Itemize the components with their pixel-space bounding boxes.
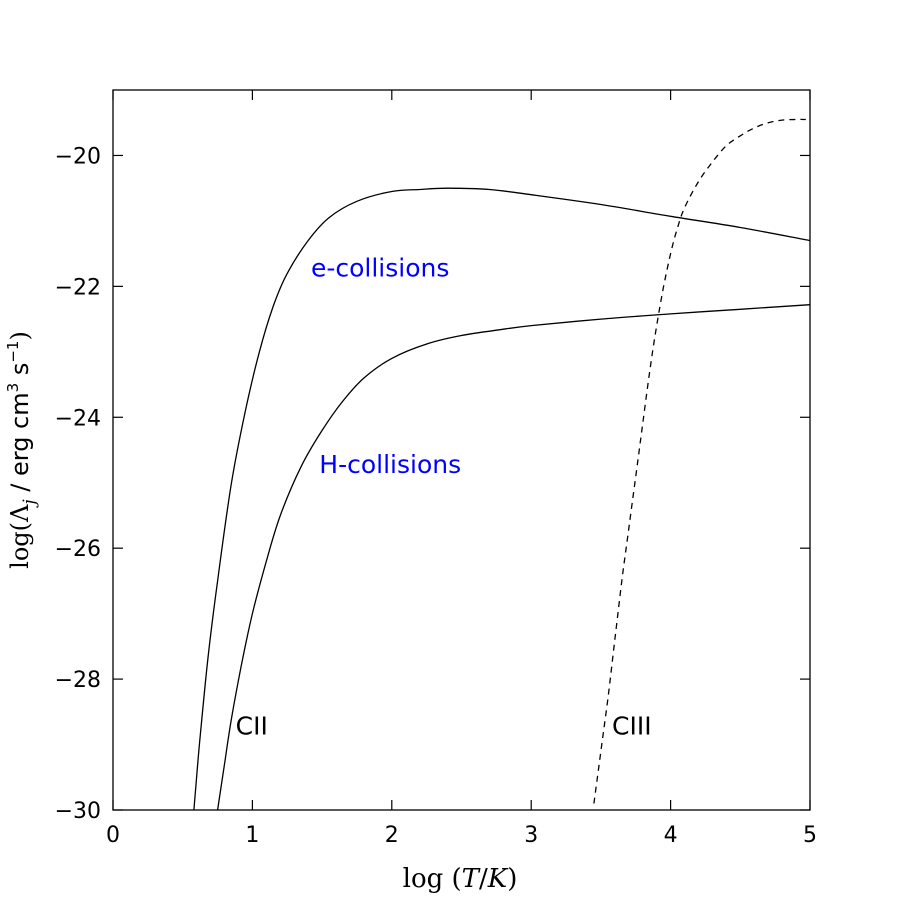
annotation-ciii: CIII (612, 712, 652, 741)
y-tick-label: −20 (55, 144, 101, 169)
y-tick-label: −28 (55, 668, 101, 693)
x-tick-label: 2 (385, 823, 399, 848)
y-axis-label: log(Λj / erg cm3 s−1) (4, 331, 40, 569)
x-tick-label: 5 (803, 823, 817, 848)
plot-frame (112, 89, 811, 811)
series-line-3 (593, 118, 806, 804)
annotations: e-collisions H-collisions CII CIII (236, 254, 652, 741)
series-line-1 (193, 187, 811, 811)
series-line-2 (216, 304, 811, 811)
y-tick-label: −24 (55, 406, 101, 431)
chart-marks (193, 118, 811, 811)
x-tick-label: 0 (106, 823, 120, 848)
annotation-cii: CII (236, 712, 268, 741)
annotation-h-collisions: H-collisions (319, 450, 461, 479)
axis-ticks: 0 1 2 3 4 5 −30 −28 −26 −24 −22 −20 (55, 90, 817, 848)
annotation-e-collisions: e-collisions (311, 254, 449, 283)
y-tick-label: −30 (55, 799, 101, 824)
x-tick-label: 3 (524, 823, 538, 848)
y-tick-label: −22 (55, 275, 101, 300)
y-tick-label: −26 (55, 537, 101, 562)
x-tick-label: 1 (245, 823, 259, 848)
x-axis-label: log (T/K) (403, 864, 518, 894)
x-tick-label: 4 (664, 823, 678, 848)
